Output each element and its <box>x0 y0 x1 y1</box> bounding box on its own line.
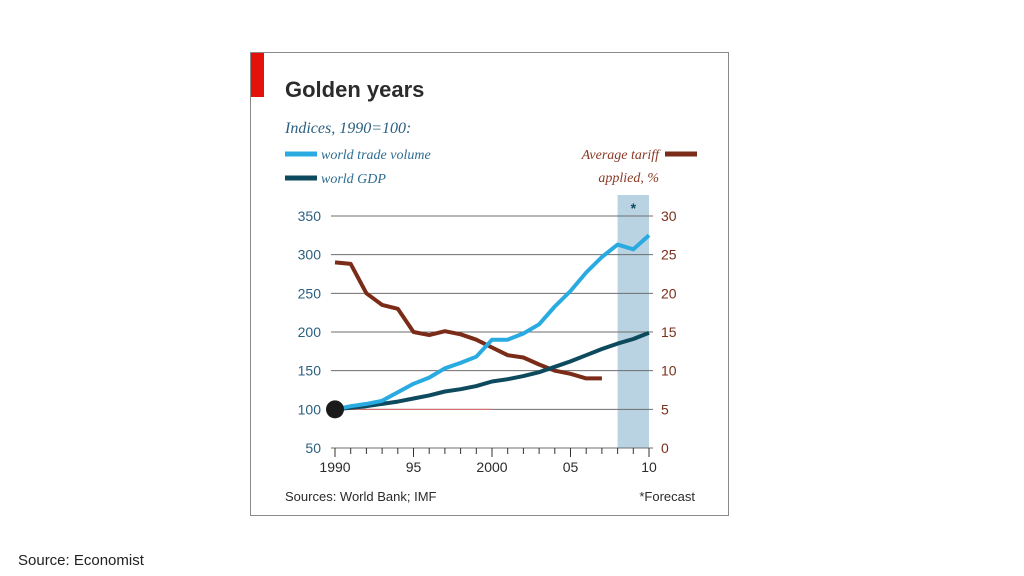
forecast-band <box>617 195 649 448</box>
forecast-marker: * <box>631 200 637 216</box>
x-tick-label: 05 <box>563 459 579 475</box>
legend-gdp-label: world GDP <box>321 172 386 187</box>
x-axis-ticks: 1990 95 2000 05 10 <box>319 448 657 475</box>
x-tick-label: 95 <box>406 459 422 475</box>
series-line-tariff <box>334 260 602 381</box>
chart-svg: Golden years Indices, 1990=100: world tr… <box>251 53 697 504</box>
right-axis-ticks: 0 5 10 15 20 25 30 <box>661 208 677 456</box>
left-tick-label: 250 <box>298 285 322 301</box>
left-tick-label: 350 <box>298 208 322 224</box>
x-tick-label: 2000 <box>476 459 507 475</box>
x-tick-label: 10 <box>641 459 657 475</box>
right-tick-label: 20 <box>661 285 677 301</box>
source-caption: Source: Economist <box>18 552 144 569</box>
left-tick-label: 50 <box>305 440 321 456</box>
right-tick-label: 0 <box>661 440 669 456</box>
chart-title: Golden years <box>285 77 424 102</box>
accent-bar <box>251 53 264 97</box>
footer-note: *Forecast <box>639 489 695 504</box>
right-tick-label: 5 <box>661 401 669 417</box>
left-tick-label: 100 <box>298 401 322 417</box>
legend-trade-label: world trade volume <box>321 148 431 163</box>
footer-source: Sources: World Bank; IMF <box>285 489 437 504</box>
right-tick-label: 15 <box>661 324 677 340</box>
chart-frame: Golden years Indices, 1990=100: world tr… <box>250 52 729 516</box>
start-marker <box>326 400 344 419</box>
series-line-gdp <box>334 330 650 412</box>
right-tick-label: 25 <box>661 247 677 263</box>
right-axis-title-line1: Average tariff <box>581 148 661 163</box>
chart-subtitle: Indices, 1990=100: <box>284 120 411 137</box>
series-line-trade <box>334 233 651 412</box>
left-axis-ticks: 50 100 150 200 250 300 350 <box>298 208 322 456</box>
grid-lines <box>331 215 653 449</box>
x-tick-label: 1990 <box>319 459 350 475</box>
right-axis-title-line2: applied, % <box>598 171 659 186</box>
right-tick-label: 30 <box>661 208 677 224</box>
right-tick-label: 10 <box>661 363 677 379</box>
left-tick-label: 200 <box>298 324 322 340</box>
left-tick-label: 300 <box>298 247 322 263</box>
left-tick-label: 150 <box>298 363 322 379</box>
